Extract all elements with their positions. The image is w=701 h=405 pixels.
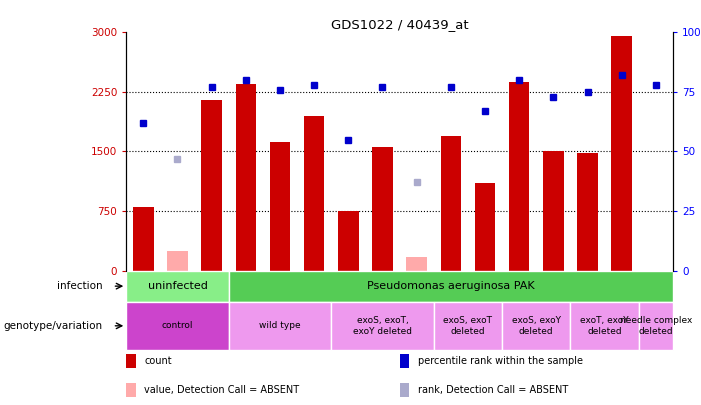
Bar <box>126 271 229 302</box>
Bar <box>611 36 632 271</box>
Text: rank, Detection Call = ABSENT: rank, Detection Call = ABSENT <box>418 385 568 395</box>
Bar <box>407 257 427 271</box>
Bar <box>434 302 502 350</box>
Text: exoS, exoY
deleted: exoS, exoY deleted <box>512 316 561 335</box>
Text: exoS, exoT
deleted: exoS, exoT deleted <box>444 316 492 335</box>
Bar <box>304 116 325 271</box>
Text: count: count <box>144 356 172 366</box>
Bar <box>236 84 256 271</box>
Bar <box>126 302 229 350</box>
Bar <box>571 302 639 350</box>
Title: GDS1022 / 40439_at: GDS1022 / 40439_at <box>331 18 468 31</box>
Bar <box>639 302 673 350</box>
Text: control: control <box>162 321 193 330</box>
Text: genotype/variation: genotype/variation <box>3 321 102 331</box>
Bar <box>543 151 564 271</box>
Text: exoT, exoY
deleted: exoT, exoY deleted <box>580 316 629 335</box>
Bar <box>270 142 290 271</box>
Bar <box>126 354 136 368</box>
Bar <box>229 302 331 350</box>
Bar <box>331 302 434 350</box>
Bar <box>229 271 673 302</box>
Bar <box>440 136 461 271</box>
Bar <box>338 211 358 271</box>
Text: Pseudomonas aeruginosa PAK: Pseudomonas aeruginosa PAK <box>367 281 535 291</box>
Text: infection: infection <box>57 281 102 291</box>
Text: needle complex
deleted: needle complex deleted <box>620 316 692 335</box>
Text: uninfected: uninfected <box>147 281 207 291</box>
Text: percentile rank within the sample: percentile rank within the sample <box>418 356 583 366</box>
Text: wild type: wild type <box>259 321 301 330</box>
Bar <box>509 82 529 271</box>
Bar <box>126 383 136 397</box>
Bar <box>400 383 409 397</box>
Bar <box>475 183 495 271</box>
Bar <box>168 251 188 271</box>
Bar <box>502 302 571 350</box>
Text: value, Detection Call = ABSENT: value, Detection Call = ABSENT <box>144 385 299 395</box>
Bar <box>372 147 393 271</box>
Bar <box>400 354 409 368</box>
Bar <box>133 207 154 271</box>
Bar <box>201 100 222 271</box>
Text: exoS, exoT,
exoY deleted: exoS, exoT, exoY deleted <box>353 316 412 335</box>
Bar <box>577 153 598 271</box>
